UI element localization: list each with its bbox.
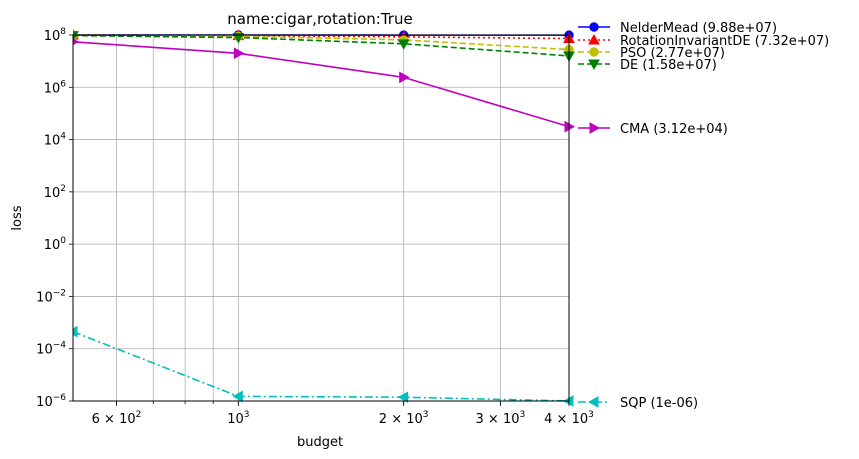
- x-axis-label: budget: [297, 435, 343, 450]
- y-tick-label: 100: [44, 236, 67, 253]
- y-tick-label: 104: [44, 132, 67, 149]
- y-axis-label: loss: [10, 205, 25, 230]
- legend-entry: DE (1.58e+07): [578, 58, 717, 73]
- legend-marker: [589, 47, 599, 57]
- data-point: [399, 71, 410, 84]
- legend-label: DE (1.58e+07): [620, 58, 717, 73]
- legend-marker: [588, 33, 600, 45]
- y-tick-label: 10−6: [36, 393, 66, 410]
- series-3: [73, 31, 575, 62]
- y-tick-label: 10−2: [36, 288, 66, 305]
- plot-frame: [72, 34, 570, 402]
- data-point: [232, 390, 243, 403]
- data-point: [397, 391, 409, 404]
- legend-label: PSO (2.77e+07): [620, 46, 725, 61]
- data-point: [233, 47, 245, 60]
- legend: NelderMead (9.88e+07)RotationInvariantDE…: [578, 21, 829, 411]
- x-tick-label: 2 × 103: [379, 410, 429, 427]
- data-point: [397, 39, 410, 50]
- series-layer: [73, 29, 575, 407]
- series-line: [73, 34, 570, 51]
- series-line: [73, 330, 570, 402]
- chart-title: name:cigar,rotation:True: [227, 10, 412, 28]
- legend-label: RotationInvariantDE (7.32e+07): [620, 34, 829, 49]
- legend-label: SQP (1e-06): [620, 396, 698, 411]
- legend-entry: RotationInvariantDE (7.32e+07): [578, 33, 829, 49]
- data-point: [73, 325, 78, 338]
- legend-label: NelderMead (9.88e+07): [620, 21, 777, 36]
- y-tick-label: 102: [44, 184, 66, 201]
- y-tick-label: 106: [44, 79, 67, 96]
- legend-marker: [589, 122, 601, 134]
- series-5: [73, 325, 574, 407]
- series-line: [73, 40, 570, 128]
- legend-marker: [588, 59, 600, 71]
- x-tick-label: 6 × 102: [92, 410, 142, 427]
- data-point: [232, 33, 245, 44]
- series-line: [73, 34, 570, 57]
- legend-entry: SQP (1e-06): [578, 396, 698, 411]
- tick-layer: 108 106 104 102 100 10−2 10−4 10−6 103 6 × 102 2 ×…: [36, 27, 594, 427]
- grid-layer: [73, 34, 570, 402]
- legend-entry: CMA (3.12e+04): [578, 122, 728, 137]
- x-tick-label: 3 × 103: [476, 410, 526, 427]
- x-tick-label: 4 × 103: [544, 410, 594, 427]
- legend-entry: PSO (2.77e+07): [578, 46, 725, 61]
- y-tick-label: 10−4: [36, 341, 66, 358]
- legend-label: CMA (3.12e+04): [620, 122, 728, 137]
- y-tick-label: 108: [44, 27, 67, 44]
- data-point: [73, 31, 79, 42]
- legend-marker: [589, 22, 599, 32]
- legend-marker: [587, 396, 599, 408]
- x-tick-label: 103: [227, 410, 249, 427]
- legend-entry: NelderMead (9.88e+07): [578, 21, 777, 36]
